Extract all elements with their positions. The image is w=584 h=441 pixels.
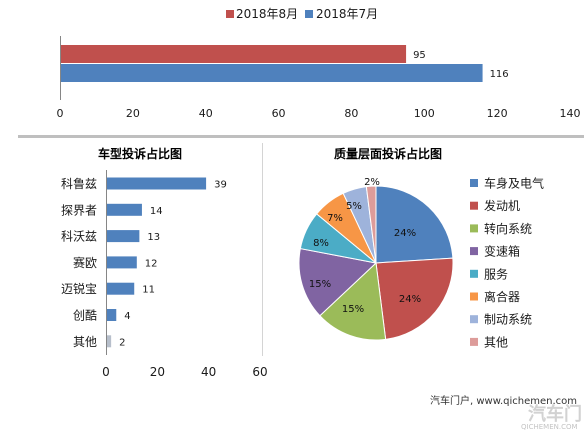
pie-slice-4 [298, 247, 378, 317]
legend-swatch [470, 247, 478, 256]
category-label: 迈锐宝 [61, 282, 97, 296]
chart-title: 质量层面投诉占比图 [334, 146, 442, 161]
bar [107, 203, 142, 216]
bar [107, 177, 207, 190]
legend-label-aug: 2018年8月 [236, 7, 298, 21]
watermark-logo-subtext: QICHEMEN.COM [521, 423, 578, 431]
legend-swatch [470, 224, 478, 233]
pie-slices [298, 185, 454, 341]
legend-swatch [470, 292, 478, 301]
legend-label-jul: 2018年7月 [316, 7, 378, 21]
pie-slice-8 [365, 185, 377, 264]
legend-label: 制动系统 [484, 313, 532, 327]
legend-swatch [470, 269, 478, 278]
category-label: 探界者 [61, 203, 97, 217]
x-tick-label: 80 [344, 107, 358, 120]
watermark: 汽车门 QICHEMEN.COM 汽车门户, www.qichemen.com [430, 394, 582, 431]
category-label: 创酷 [73, 309, 97, 323]
data-label: 11 [142, 285, 155, 296]
bar [107, 282, 135, 295]
legend-label: 变速箱 [484, 244, 520, 259]
category-label: 其他 [73, 335, 97, 349]
pie-data-label: 8% [313, 238, 329, 249]
watermark-logo: 汽车门 [528, 403, 582, 425]
pie-data-label: 2% [364, 177, 380, 188]
pie-data-label: 24% [394, 228, 416, 239]
top-legend: 2018年8月 2018年7月 [226, 7, 378, 21]
data-label: 95 [413, 50, 426, 61]
legend-swatch [470, 201, 478, 210]
x-tick-label: 40 [201, 365, 216, 379]
bar [107, 256, 137, 269]
data-label: 2 [119, 337, 125, 348]
pie-data-label: 15% [309, 279, 331, 290]
pie-data-label: 24% [399, 294, 421, 305]
quality-complaints-pie-chart: 质量层面投诉占比图 24% 24% 15% 15% 8% 7%5% 2% 车身及电气发动机转… [298, 146, 544, 349]
pie-data-label: 15% [342, 304, 364, 315]
top-chart-marks: 95 116 0 20 40 60 80 100 120 140 [57, 45, 581, 120]
bar [107, 309, 117, 321]
monthly-complaints-chart: 2018年8月 2018年7月 95 116 0 20 40 60 80 100 120 140 [57, 7, 581, 120]
watermark-text: 汽车门户, www.qichemen.com [430, 394, 577, 407]
data-label: 13 [147, 232, 160, 243]
x-tick-label: 60 [272, 107, 286, 120]
x-tick-label: 40 [199, 107, 213, 120]
legend-swatch [470, 315, 478, 324]
category-label: 科鲁兹 [61, 177, 97, 191]
data-label: 116 [490, 69, 509, 80]
category-label: 科沃兹 [61, 230, 97, 244]
legend-label: 发动机 [484, 198, 520, 213]
pie-data-label: 5% [346, 201, 362, 212]
legend-label: 车身及电气 [484, 176, 544, 191]
x-tick-label: 100 [414, 107, 435, 120]
legend-label: 其他 [484, 335, 508, 349]
x-tick-label: 0 [102, 365, 110, 379]
x-tick-label: 120 [487, 107, 508, 120]
chart-title: 车型投诉占比图 [98, 146, 182, 161]
legend-label: 服务 [484, 266, 508, 281]
x-tick-label: 20 [150, 365, 165, 379]
x-tick-label: 0 [57, 107, 64, 120]
x-tick-label: 20 [126, 107, 140, 120]
legend-swatch [470, 179, 478, 187]
data-label: 14 [150, 206, 163, 217]
category-label: 赛欧 [73, 255, 97, 270]
data-label: 39 [214, 180, 227, 191]
data-label: 12 [145, 258, 158, 269]
data-label: 4 [124, 311, 130, 322]
legend-swatch-aug [226, 10, 234, 18]
pie-slice-1 [375, 185, 454, 264]
pie-slice-3 [319, 261, 387, 341]
legend-swatch-jul [305, 10, 313, 18]
bar [107, 230, 140, 243]
x-tick-label: 60 [252, 365, 267, 379]
legend-label: 离合器 [484, 289, 520, 304]
section-divider [18, 135, 584, 138]
legend-label: 转向系统 [484, 221, 532, 236]
pie-data-labels: 24% 24% 15% 15% 8% 7%5% 2% [309, 177, 421, 315]
bar-series-2 [61, 64, 483, 82]
legend-swatch [470, 337, 478, 346]
pie-slice-2 [375, 257, 454, 340]
bar [107, 335, 112, 348]
bar-series-1 [61, 45, 407, 63]
pie-data-label: 7% [327, 213, 343, 224]
x-tick-label: 140 [560, 107, 581, 120]
